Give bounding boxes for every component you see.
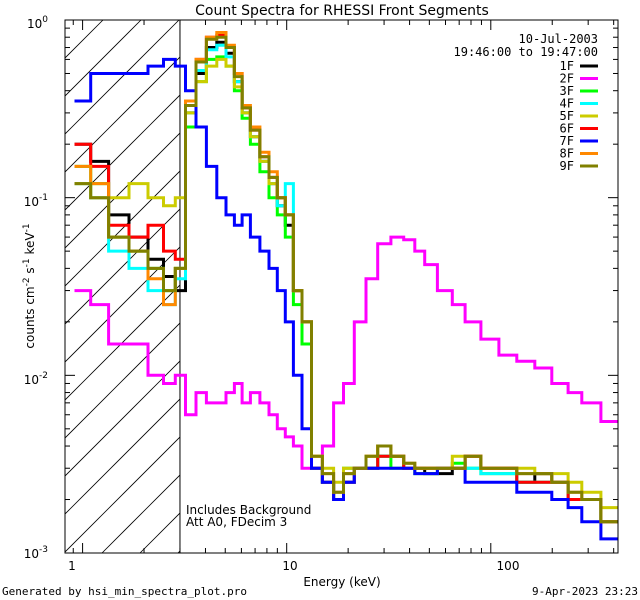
hatch-line — [65, 170, 180, 287]
legend-label-8F: 8F — [560, 147, 574, 161]
plot-frame — [64, 19, 619, 554]
x-tick-label-0: 1 — [68, 559, 76, 573]
annotation-line-0: Includes Background — [186, 503, 311, 517]
y-tick-label-1: 10-1 — [24, 193, 48, 209]
y-tick-label-0: 100 — [27, 15, 48, 31]
y-tick-label-2: 10-2 — [24, 371, 48, 387]
legend-label-4F: 4F — [560, 97, 574, 111]
series-line-4F — [74, 43, 618, 524]
series-line-5F — [74, 57, 618, 510]
annotation-line-1: Att A0, FDecim 3 — [186, 515, 287, 529]
hatch-line — [65, 56, 180, 173]
series-line-9F — [74, 35, 618, 524]
chart-title: Count Spectra for RHESSI Front Segments — [195, 3, 489, 19]
footer-timestamp: 9-Apr-2023 23:23 — [532, 585, 638, 598]
hatch-line — [65, 436, 180, 553]
legend-label-5F: 5F — [560, 109, 574, 123]
y-tick-label-3: 10-3 — [24, 545, 48, 561]
series-group — [74, 31, 618, 541]
legend-label-1F: 1F — [560, 59, 574, 73]
hatch-line — [65, 94, 180, 211]
legend-label-6F: 6F — [560, 122, 574, 136]
hatch-line — [65, 246, 180, 363]
x-tick-label-1: 10 — [282, 559, 297, 573]
series-line-2F — [74, 235, 618, 470]
legend-label-9F: 9F — [560, 159, 574, 173]
background-hatch-region — [65, 20, 180, 553]
series-line-1F — [74, 40, 618, 524]
hatch-line — [65, 284, 180, 401]
legend-label-7F: 7F — [560, 134, 574, 148]
x-tick-label-2: 100 — [497, 559, 520, 573]
hatch-line — [65, 360, 180, 477]
legend-label-3F: 3F — [560, 84, 574, 98]
y-axis-label: counts cm-2 s-1 keV-1 — [22, 223, 37, 348]
series-line-7F — [74, 57, 618, 541]
axis-ticks — [65, 19, 618, 554]
date-label: 10-Jul-2003 — [519, 32, 598, 46]
hatch-line — [65, 20, 180, 135]
time-range-label: 19:46:00 to 19:47:00 — [454, 45, 599, 59]
hatch-line — [65, 398, 180, 515]
series-line-8F — [74, 31, 618, 524]
x-axis-label: Energy (keV) — [303, 575, 380, 589]
hatch-line — [65, 208, 180, 325]
footer-generated-by: Generated by hsi_min_spectra_plot.pro — [2, 585, 247, 598]
legend-label-2F: 2F — [560, 72, 574, 86]
